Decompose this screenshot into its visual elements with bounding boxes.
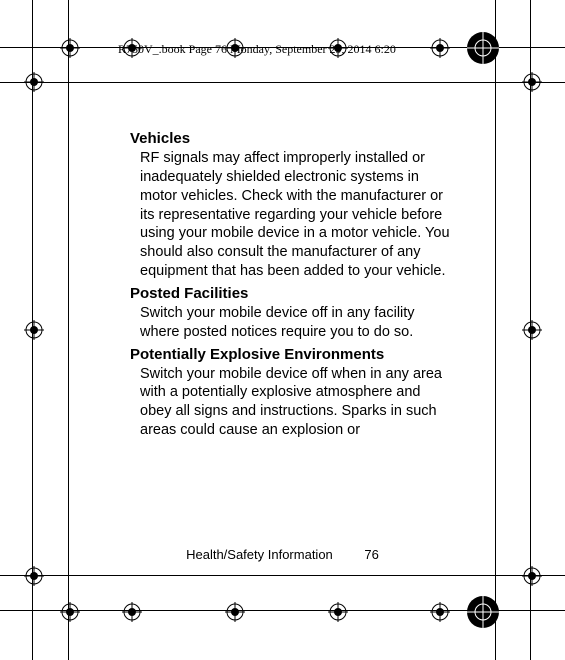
page-footer: Health/Safety Information 76: [0, 547, 565, 562]
registration-mark-icon: [24, 566, 44, 586]
registration-mark-icon: [225, 602, 245, 622]
crop-line: [0, 82, 565, 83]
footer-label: Health/Safety Information: [186, 547, 333, 562]
registration-mark-icon: [522, 72, 542, 92]
registration-mark-icon: [60, 38, 80, 58]
registration-mark-icon: [24, 72, 44, 92]
registration-mark-icon: [122, 602, 142, 622]
section-body-vehicles: RF signals may affect improperly install…: [140, 149, 450, 281]
registration-mark-large-icon: [465, 30, 501, 66]
registration-mark-icon: [60, 602, 80, 622]
page-header-text: R750V_.book Page 76 Monday, September 29…: [118, 42, 396, 57]
registration-mark-icon: [24, 320, 44, 340]
footer-page-number: 76: [364, 547, 378, 562]
registration-mark-icon: [430, 602, 450, 622]
section-heading-vehicles: Vehicles: [130, 130, 450, 147]
registration-mark-large-icon: [465, 594, 501, 630]
section-heading-posted: Posted Facilities: [130, 285, 450, 302]
registration-mark-icon: [430, 38, 450, 58]
section-heading-explosive: Potentially Explosive Environments: [130, 346, 450, 363]
section-body-explosive: Switch your mobile device off when in an…: [140, 365, 450, 440]
page-content: Vehicles RF signals may affect improperl…: [130, 130, 450, 444]
crop-line: [0, 575, 565, 576]
registration-mark-icon: [328, 602, 348, 622]
section-body-posted: Switch your mobile device off in any fac…: [140, 304, 450, 342]
registration-mark-icon: [522, 566, 542, 586]
registration-mark-icon: [522, 320, 542, 340]
